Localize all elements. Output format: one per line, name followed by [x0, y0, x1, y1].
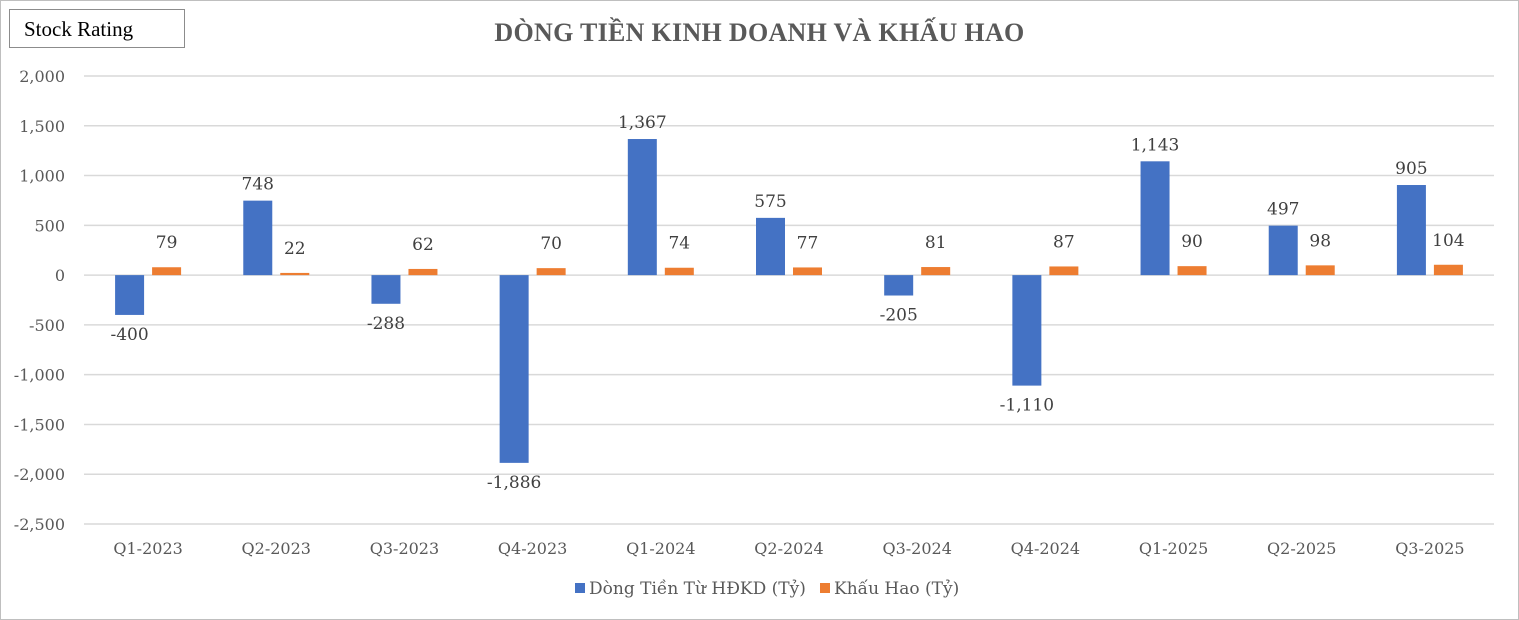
cashflow-bar	[627, 139, 657, 276]
cashflow-bar	[1396, 185, 1426, 276]
depreciation-bar	[280, 272, 310, 276]
cashflow-bar	[1012, 275, 1042, 386]
cashflow-data-label: -1,110	[1000, 396, 1054, 416]
depreciation-data-label: 104	[1432, 231, 1464, 251]
depreciation-bar	[152, 267, 182, 276]
y-tick-label: 1,500	[19, 117, 65, 136]
cashflow-bar	[1268, 225, 1298, 276]
depreciation-data-label: 87	[1053, 232, 1075, 252]
legend-depreciation-swatch	[820, 583, 830, 593]
depreciation-data-label: 74	[668, 234, 690, 254]
y-tick-label: 0	[55, 266, 65, 285]
cashflow-bar	[115, 275, 145, 315]
depreciation-bar	[793, 267, 822, 276]
bars	[115, 139, 1463, 463]
y-tick-label: -2,000	[14, 465, 65, 484]
cashflow-bar	[243, 200, 273, 276]
cashflow-bar	[756, 217, 785, 276]
y-axis-ticks: 2,000 1,500 1,000 500 0 -500 -1,000 -1,500 -2,00…	[14, 67, 65, 534]
cashflow-bar	[1140, 161, 1170, 276]
gridlines	[84, 75, 1494, 525]
stock-rating-badge: Stock Rating	[9, 9, 185, 48]
depreciation-bar	[1305, 265, 1335, 276]
depreciation-bar	[1049, 266, 1079, 276]
cashflow-data-label: 748	[242, 175, 274, 195]
data-labels: -400 79 748 22 -288 62 -1,886 70 1,367 74 575 77 -20…	[110, 113, 1464, 493]
legend-cashflow-label: Dòng Tiền Từ HĐKD (Tỷ)	[589, 579, 806, 599]
chart-title: DÒNG TIỀN KINH DOANH VÀ KHẤU HAO	[494, 18, 1025, 47]
x-tick-label: Q3-2024	[882, 539, 951, 558]
depreciation-bar	[1433, 264, 1463, 276]
y-tick-label: -2,500	[14, 515, 65, 534]
cashflow-data-label: -1,886	[487, 473, 541, 493]
legend: Dòng Tiền Từ HĐKD (Tỷ) Khấu Hao (Tỷ)	[575, 579, 959, 599]
x-tick-label: Q4-2023	[498, 539, 567, 558]
depreciation-data-label: 90	[1181, 232, 1203, 252]
cashflow-data-label: 905	[1395, 159, 1427, 179]
x-tick-label: Q1-2025	[1139, 539, 1208, 558]
x-tick-label: Q3-2023	[370, 539, 439, 558]
y-tick-label: -1,500	[14, 415, 65, 434]
y-tick-label: 2,000	[19, 67, 65, 86]
x-tick-label: Q2-2023	[242, 539, 311, 558]
cashflow-data-label: 497	[1267, 200, 1299, 220]
cashflow-data-label: 575	[754, 192, 786, 212]
depreciation-data-label: 77	[797, 233, 819, 253]
depreciation-data-label: 81	[925, 233, 947, 253]
depreciation-data-label: 62	[412, 235, 434, 255]
depreciation-data-label: 70	[540, 234, 562, 254]
x-tick-label: Q1-2023	[113, 539, 182, 558]
y-tick-label: -500	[29, 316, 65, 335]
depreciation-data-label: 22	[284, 239, 306, 259]
legend-depreciation-label: Khấu Hao (Tỷ)	[834, 579, 959, 599]
x-tick-label: Q3-2025	[1395, 539, 1464, 558]
x-tick-label: Q1-2024	[626, 539, 695, 558]
cashflow-bar	[371, 275, 401, 304]
x-tick-label: Q2-2024	[754, 539, 823, 558]
cashflow-data-label: 1,143	[1131, 135, 1180, 155]
y-tick-label: 500	[34, 216, 65, 235]
x-axis-ticks: Q1-2023 Q2-2023 Q3-2023 Q4-2023 Q1-2024 Q2-20…	[113, 539, 1464, 558]
depreciation-bar	[1177, 266, 1207, 276]
x-tick-label: Q2-2025	[1267, 539, 1336, 558]
cashflow-bar	[884, 275, 914, 296]
x-tick-label: Q4-2024	[1011, 539, 1080, 558]
cashflow-data-label: -205	[880, 306, 918, 326]
cashflow-bar	[499, 275, 529, 463]
depreciation-bar	[408, 268, 438, 276]
cashflow-data-label: -288	[367, 314, 405, 334]
depreciation-bar	[536, 268, 566, 276]
depreciation-data-label: 79	[156, 233, 178, 253]
y-tick-label: 1,000	[19, 167, 65, 186]
cashflow-data-label: -400	[110, 325, 148, 345]
cashflow-data-label: 1,367	[618, 113, 667, 133]
depreciation-data-label: 98	[1309, 231, 1331, 251]
legend-cashflow-swatch	[575, 583, 585, 593]
depreciation-bar	[921, 267, 951, 276]
y-tick-label: -1,000	[14, 366, 65, 385]
depreciation-bar	[664, 267, 694, 276]
